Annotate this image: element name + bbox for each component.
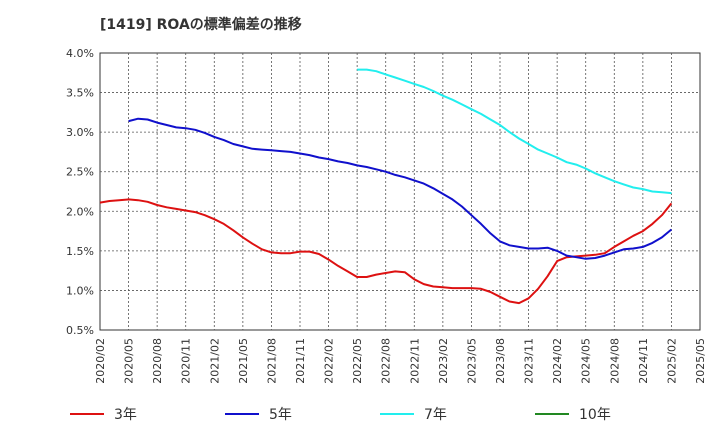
legend-label-1: 3年 [114,407,137,423]
legend-label-3: 7年 [424,407,447,423]
x-tick-label: 2024/05 [580,338,593,384]
x-tick-label: 2020/08 [151,338,164,384]
legend: 3年 5年 7年 10年 [70,407,611,423]
x-tick-label: 2022/02 [323,338,336,384]
y-tick-label: 4.0% [66,47,94,60]
legend-label-2: 5年 [269,407,292,423]
y-tick-label: 2.0% [66,205,94,218]
y-tick-label: 3.0% [66,126,94,139]
series-line-3 [357,68,672,195]
x-tick-label: 2025/05 [694,338,707,384]
x-tick-label: 2022/08 [380,338,393,384]
legend-label-4: 10年 [579,407,611,423]
y-tick-label: 3.5% [66,87,94,100]
x-tick-label: 2021/02 [208,338,221,384]
series-lines [99,68,673,305]
y-tick-label: 1.5% [66,245,94,258]
plot-area [99,52,701,331]
x-tick-label: 2023/11 [523,338,536,384]
x-tick-label: 2021/11 [294,338,307,384]
series-line-2 [128,117,673,260]
x-tick-label: 2024/11 [637,338,650,384]
chart-title: [1419] ROAの標準偏差の推移 [100,17,302,33]
y-tick-label: 0.5% [66,324,94,337]
x-tick-label: 2020/05 [123,338,136,384]
y-tick-label: 2.5% [66,166,94,179]
x-tick-label: 2023/08 [494,338,507,384]
y-tick-label: 1.0% [66,284,94,297]
x-tick-label: 2024/02 [551,338,564,384]
x-tick-label: 2025/02 [665,338,678,384]
x-tick-label: 2023/02 [437,338,450,384]
x-tick-label: 2021/05 [237,338,250,384]
axes: 2020/02 2020/05 2020/08 2020/11 2021/02 2021/… [66,47,707,384]
x-tick-label: 2022/05 [351,338,364,384]
x-tick-label: 2022/11 [408,338,421,384]
x-tick-label: 2020/11 [180,338,193,384]
x-tick-label: 2021/08 [265,338,278,384]
grid [99,52,701,331]
x-tick-label: 2023/05 [465,338,478,384]
x-tick-label: 2024/08 [608,338,621,384]
x-tick-label: 2020/02 [94,338,107,384]
